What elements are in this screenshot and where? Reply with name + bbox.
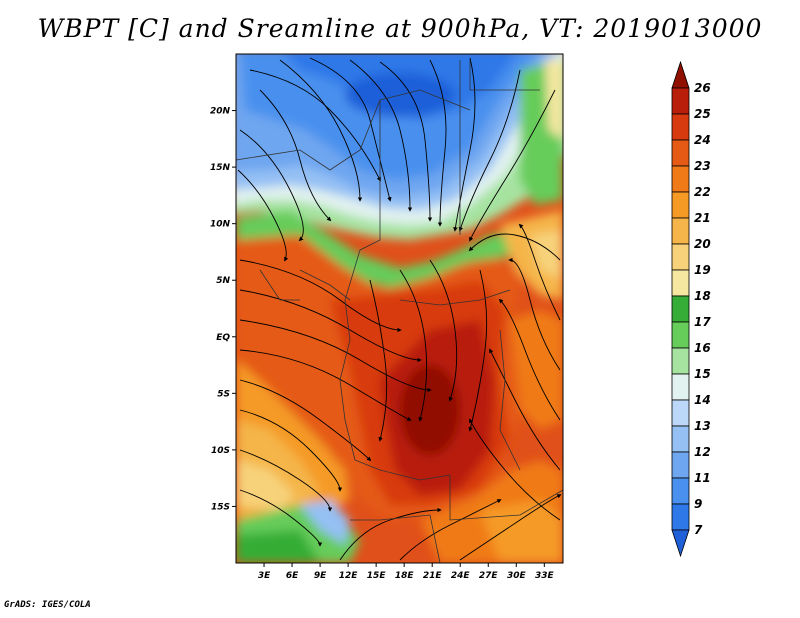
colorbar-label: 17 [694, 315, 711, 329]
colorbar-label: 12 [694, 445, 711, 459]
colorbar-label: 7 [694, 523, 703, 537]
colorbar-label: 18 [694, 289, 711, 303]
colorbar-swatch [671, 113, 690, 141]
lat-tick-label: 5N [216, 276, 230, 286]
colorbar-swatch [671, 503, 690, 531]
colorbar-label: 23 [694, 159, 711, 173]
lon-tick-label: 30E [507, 571, 527, 581]
lon-tick-label: 33E [535, 571, 555, 581]
colorbar-swatch [671, 373, 690, 401]
colorbar-label: 13 [694, 419, 711, 433]
colorbar-label: 20 [694, 237, 711, 251]
colorbar-swatch [671, 451, 690, 479]
colorbar: 7 9 11 12 13 14 15 16 17 18 19 20 21 22 23 24 25 26 [671, 60, 711, 558]
longitude-axis: 3E 6E 9E 12E 15E 18E 21E 24E 27E 30E 33E [258, 563, 555, 581]
colorbar-label: 9 [694, 497, 702, 511]
colorbar-swatch [671, 191, 690, 219]
colorbar-label: 24 [694, 133, 711, 147]
colorbar-label: 11 [694, 471, 711, 485]
colorbar-swatch [671, 399, 690, 427]
lon-tick-label: 18E [395, 571, 415, 581]
colorbar-swatch [671, 243, 690, 271]
lat-tick-label: 15N [210, 163, 231, 173]
colorbar-swatch [671, 217, 690, 245]
lat-tick-label: 10N [210, 220, 231, 230]
map-frame [235, 53, 564, 564]
colorbar-swatch [671, 529, 690, 558]
colorbar-label: 15 [694, 367, 711, 381]
lon-tick-label: 27E [479, 571, 499, 581]
colorbar-label: 19 [694, 263, 711, 277]
streamlines [237, 57, 562, 561]
colorbar-swatch [671, 165, 690, 193]
colorbar-swatch [671, 425, 690, 453]
lon-tick-label: 9E [314, 571, 327, 581]
colorbar-label: 14 [694, 393, 711, 407]
colorbar-swatch [671, 87, 690, 115]
colorbar-swatch [671, 139, 690, 167]
colorbar-label: 25 [694, 107, 711, 121]
lat-tick-label: 10S [211, 446, 230, 456]
colorbar-label: 22 [694, 185, 711, 199]
temperature-field [236, 54, 563, 563]
latitude-axis: 20N 15N 10N 5N EQ 5S 10S 15S [210, 107, 236, 512]
lat-tick-label: 20N [210, 107, 231, 117]
colorbar-swatch [671, 60, 690, 89]
lat-tick-label: 5S [217, 389, 230, 399]
colorbar-label: 21 [694, 211, 711, 225]
colorbar-label: 26 [694, 81, 711, 95]
lon-tick-label: 12E [339, 571, 359, 581]
colorbar-swatch [671, 347, 690, 375]
footer-credit: GrADS: IGES/COLA [4, 600, 91, 610]
lon-tick-label: 15E [367, 571, 387, 581]
lat-tick-label: EQ [216, 333, 230, 343]
country-borders [236, 60, 563, 563]
colorbar-swatch [671, 295, 690, 323]
map-title: WBPT [C] and Sreamline at 900hPa, VT: 20… [37, 14, 763, 43]
lon-tick-label: 6E [286, 571, 299, 581]
colorbar-swatch [671, 269, 690, 297]
lon-tick-label: 3E [258, 571, 271, 581]
lon-tick-label: 21E [423, 571, 443, 581]
lon-tick-label: 24E [451, 571, 471, 581]
colorbar-swatch [671, 321, 690, 349]
colorbar-label: 16 [694, 341, 711, 355]
lat-tick-label: 15S [211, 502, 230, 512]
colorbar-swatch [671, 477, 690, 505]
